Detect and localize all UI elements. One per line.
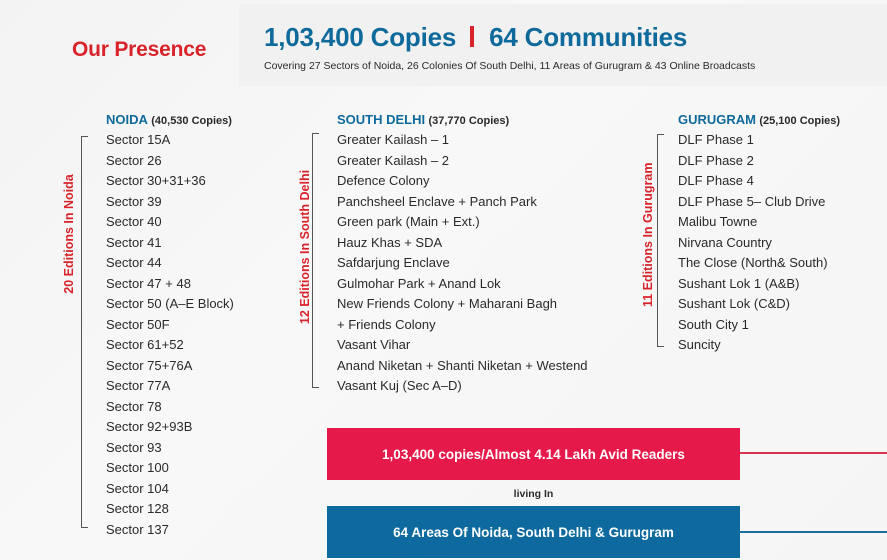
list-item: Sector 30+31+36	[106, 171, 234, 192]
list-item: Sector 137	[106, 520, 234, 541]
list-item: Sector 128	[106, 499, 234, 520]
gurugram-column: GURUGRAM (25,100 Copies) DLF Phase 1 DLF …	[678, 112, 840, 356]
list-item: Defence Colony	[337, 171, 588, 192]
gurugram-copies: (25,100 Copies)	[759, 115, 840, 127]
list-item: Sector 104	[106, 479, 234, 500]
list-item: DLF Phase 5– Club Drive	[678, 192, 840, 213]
list-item: Sector 92+93B	[106, 417, 234, 438]
list-item: South City 1	[678, 315, 840, 336]
readers-text: 1,03,400 copies/Almost 4.14 Lakh Avid Re…	[382, 447, 685, 462]
list-item: DLF Phase 4	[678, 171, 840, 192]
list-item: Nirvana Country	[678, 233, 840, 254]
communities-headline: 64 Communities	[489, 22, 687, 52]
noida-region: NOIDA	[106, 112, 148, 127]
noida-column: NOIDA (40,530 Copies) Sector 15A Sector 2…	[106, 112, 234, 540]
noida-bracket	[81, 136, 88, 528]
list-item: Green park (Main + Ext.)	[337, 212, 588, 233]
noida-heading: NOIDA (40,530 Copies)	[106, 112, 234, 130]
list-item: Sector 78	[106, 397, 234, 418]
list-item: Greater Kailash – 1	[337, 130, 588, 151]
south-delhi-bracket	[312, 133, 319, 388]
list-item: Safdarjung Enclave	[337, 253, 588, 274]
list-item: Suncity	[678, 335, 840, 356]
living-in-label: living In	[327, 488, 740, 500]
areas-banner: 64 Areas Of Noida, South Delhi & Gurugra…	[327, 506, 740, 558]
list-item: Hauz Khas + SDA	[337, 233, 588, 254]
headline: 1,03,400 Copies 64 Communities	[264, 22, 687, 53]
list-item: Sector 61+52	[106, 335, 234, 356]
list-item: Sector 100	[106, 458, 234, 479]
gurugram-list: DLF Phase 1 DLF Phase 2 DLF Phase 4 DLF Pha…	[678, 130, 840, 356]
gurugram-heading: GURUGRAM (25,100 Copies)	[678, 112, 840, 130]
list-item: Sector 40	[106, 212, 234, 233]
list-item: Sector 50F	[106, 315, 234, 336]
south-delhi-list: Greater Kailash – 1 Greater Kailash – 2 De…	[337, 130, 588, 397]
list-item: Sector 26	[106, 151, 234, 172]
readers-connector-line	[740, 452, 887, 454]
list-item: Gulmohar Park + Anand Lok	[337, 274, 588, 295]
list-item: Malibu Towne	[678, 212, 840, 233]
south-delhi-column: SOUTH DELHI (37,770 Copies) Greater Kail…	[337, 112, 588, 397]
list-item: Sector 39	[106, 192, 234, 213]
section-title: Our Presence	[72, 38, 206, 62]
list-item: Sushant Lok (C&D)	[678, 294, 840, 315]
list-item: Sector 44	[106, 253, 234, 274]
list-item: Sushant Lok 1 (A&B)	[678, 274, 840, 295]
list-item: Panchsheel Enclave + Panch Park	[337, 192, 588, 213]
list-item: + Friends Colony	[337, 315, 588, 336]
list-item: Vasant Vihar	[337, 335, 588, 356]
gurugram-bracket	[657, 134, 664, 347]
noida-copies: (40,530 Copies)	[151, 115, 232, 127]
coverage-subline: Covering 27 Sectors of Noida, 26 Colonie…	[264, 60, 755, 72]
list-item: Sector 93	[106, 438, 234, 459]
areas-text: 64 Areas Of Noida, South Delhi & Gurugra…	[393, 525, 674, 540]
list-item: Anand Niketan + Shanti Niketan + Westend	[337, 356, 588, 377]
gurugram-region: GURUGRAM	[678, 112, 756, 127]
list-item: Sector 75+76A	[106, 356, 234, 377]
list-item: Vasant Kuj (Sec A–D)	[337, 376, 588, 397]
areas-connector-line	[740, 531, 887, 533]
list-item: DLF Phase 1	[678, 130, 840, 151]
noida-list: Sector 15A Sector 26 Sector 30+31+36 Sector…	[106, 130, 234, 540]
list-item: New Friends Colony + Maharani Bagh	[337, 294, 588, 315]
copies-headline: 1,03,400 Copies	[264, 22, 456, 52]
south-delhi-region: SOUTH DELHI	[337, 112, 425, 127]
readers-banner: 1,03,400 copies/Almost 4.14 Lakh Avid Re…	[327, 428, 740, 480]
list-item: The Close (North& South)	[678, 253, 840, 274]
list-item: Sector 77A	[106, 376, 234, 397]
list-item: Sector 50 (A–E Block)	[106, 294, 234, 315]
list-item: Greater Kailash – 2	[337, 151, 588, 172]
list-item: Sector 15A	[106, 130, 234, 151]
gurugram-editions-label: 11 Editions In Gurugram	[641, 167, 655, 307]
south-delhi-copies: (37,770 Copies)	[428, 115, 509, 127]
list-item: Sector 47 + 48	[106, 274, 234, 295]
list-item: DLF Phase 2	[678, 151, 840, 172]
headline-separator	[470, 26, 474, 47]
south-delhi-editions-label: 12 Editions In South Delhi	[298, 162, 312, 332]
south-delhi-heading: SOUTH DELHI (37,770 Copies)	[337, 112, 588, 130]
noida-editions-label: 20 Editions In Noida	[62, 164, 76, 304]
list-item: Sector 41	[106, 233, 234, 254]
